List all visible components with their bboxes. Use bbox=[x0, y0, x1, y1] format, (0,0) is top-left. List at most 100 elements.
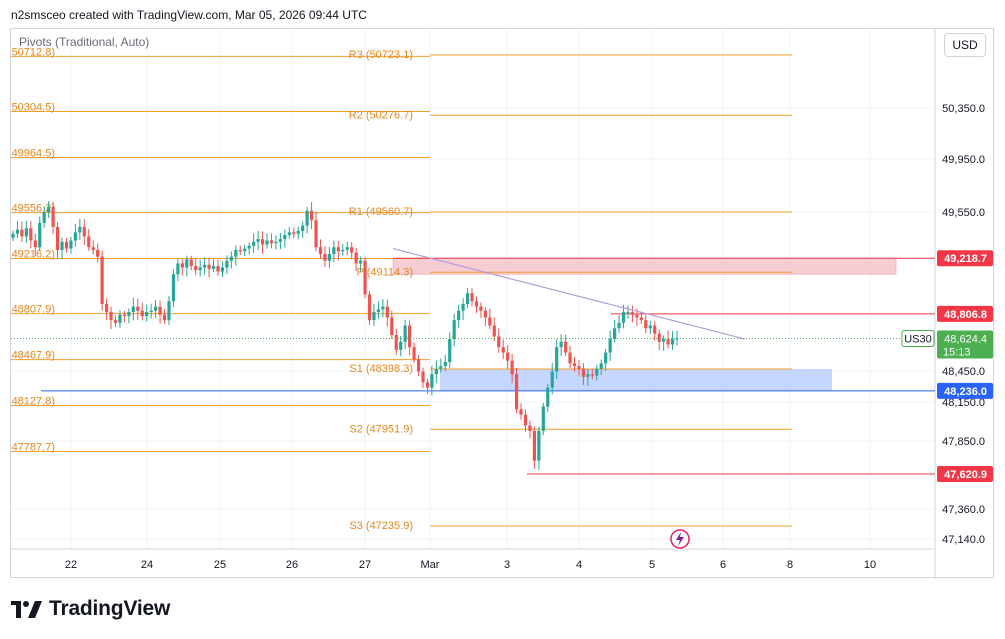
candle-body bbox=[292, 232, 296, 234]
candle-body bbox=[323, 253, 327, 261]
candle-body bbox=[345, 247, 349, 250]
y-tick-label: 47,140.0 bbox=[942, 534, 985, 546]
candle-body bbox=[483, 310, 487, 318]
candle-body bbox=[376, 309, 381, 313]
candle-body bbox=[434, 368, 438, 375]
candle-body bbox=[131, 306, 135, 313]
x-tick-label: Mar bbox=[421, 559, 440, 571]
candle-body bbox=[670, 339, 675, 345]
candle-body bbox=[635, 314, 639, 318]
trendline bbox=[392, 247, 746, 340]
candle-body bbox=[590, 374, 594, 376]
candle-body bbox=[256, 239, 260, 242]
x-tick-label: 5 bbox=[649, 559, 655, 571]
x-tick-label: 6 bbox=[720, 559, 726, 571]
candle-body bbox=[314, 220, 318, 248]
y-tick-label: 48,450.0 bbox=[942, 366, 985, 378]
candle-body bbox=[171, 274, 176, 302]
candle-body bbox=[154, 306, 158, 311]
candle-body bbox=[408, 325, 412, 348]
price-tag-label: 48,236.0 bbox=[944, 386, 987, 398]
candle-body bbox=[100, 256, 104, 304]
candle-body bbox=[47, 206, 51, 213]
candle-body bbox=[234, 249, 238, 257]
candle-body bbox=[541, 406, 545, 431]
pivot-label-current: R3 (50723.1) bbox=[349, 49, 413, 61]
pivot-label-previous: 48127.8) bbox=[12, 396, 55, 408]
candle-body bbox=[158, 306, 162, 315]
candle-body bbox=[260, 239, 265, 245]
candle-body bbox=[91, 247, 95, 250]
pivot-label-current: S1 (48398.3) bbox=[349, 363, 413, 375]
x-tick-label: 4 bbox=[576, 559, 582, 571]
candle-body bbox=[439, 366, 443, 369]
candle-body bbox=[225, 260, 229, 268]
indicator-legend[interactable]: Pivots (Traditional, Auto) bbox=[19, 35, 150, 49]
x-tick-label: 24 bbox=[141, 559, 153, 571]
candle-body bbox=[198, 267, 202, 271]
candle-body bbox=[617, 322, 621, 329]
x-tick-label: 10 bbox=[864, 559, 876, 571]
candle-body bbox=[639, 317, 643, 321]
candle-body bbox=[176, 263, 180, 275]
candle-body bbox=[630, 312, 635, 315]
candle-body bbox=[11, 233, 15, 238]
candle-body bbox=[274, 241, 278, 244]
candle-body bbox=[194, 266, 198, 271]
candle-body bbox=[29, 228, 33, 241]
current-price-label: 48,624.4 bbox=[944, 333, 987, 345]
currency-button[interactable]: USD bbox=[944, 33, 986, 57]
candle-body bbox=[595, 368, 599, 376]
candle-body bbox=[514, 374, 519, 410]
candle-body bbox=[559, 341, 563, 348]
candle-body bbox=[60, 241, 64, 250]
candle-body bbox=[448, 339, 452, 363]
candle-body bbox=[492, 325, 496, 337]
candle-body bbox=[350, 247, 354, 253]
candle-body bbox=[96, 249, 100, 257]
pivot-label-current: R1 (49560.7) bbox=[349, 206, 413, 218]
candle-body bbox=[572, 363, 577, 367]
pivot-label-previous: 49216.2) bbox=[12, 249, 55, 261]
candle-body bbox=[354, 252, 358, 264]
candle-body bbox=[332, 247, 336, 254]
candle-body bbox=[563, 341, 568, 353]
candle-body bbox=[211, 266, 216, 269]
candle-body bbox=[425, 382, 430, 388]
candle-body bbox=[385, 306, 389, 318]
candle-body bbox=[64, 241, 69, 249]
lightning-icon[interactable] bbox=[670, 529, 690, 549]
candle-body bbox=[341, 249, 345, 252]
candle-body bbox=[109, 312, 113, 321]
price-chart[interactable]: 22 24 25 26 27 Mar 3 4 5 6 8 10 50,350.0 49,950.0 49,5… bbox=[11, 29, 995, 579]
candle-body bbox=[283, 235, 287, 240]
candle-body bbox=[38, 222, 42, 248]
price-tag-label: 47,620.9 bbox=[944, 469, 987, 481]
candle-body bbox=[33, 240, 37, 248]
candle-body bbox=[399, 341, 403, 350]
candle-body bbox=[189, 259, 193, 267]
x-tick-label: 25 bbox=[214, 559, 226, 571]
candle-body bbox=[666, 339, 670, 345]
pivot-label-current: P (49114.3) bbox=[357, 266, 413, 278]
candle-body bbox=[55, 226, 60, 250]
pivot-label-previous: 50304.5) bbox=[12, 102, 55, 114]
candle-body bbox=[412, 347, 416, 360]
candle-body bbox=[421, 371, 425, 383]
candle-body bbox=[203, 264, 207, 268]
candle-body bbox=[497, 336, 501, 348]
candle-body bbox=[113, 320, 118, 323]
brand-name: TradingView bbox=[49, 597, 171, 620]
chart-panel[interactable]: 22 24 25 26 27 Mar 3 4 5 6 8 10 50,350.0 49,950.0 49,5… bbox=[10, 28, 995, 579]
candle-body bbox=[305, 210, 309, 226]
candle-body bbox=[653, 325, 657, 334]
candle-body bbox=[537, 430, 541, 461]
pivot-label-previous: 49964.5) bbox=[12, 147, 55, 159]
candle-body bbox=[621, 312, 626, 323]
candle-body bbox=[506, 352, 510, 361]
price-tag bbox=[937, 250, 993, 267]
candle-body bbox=[626, 312, 630, 314]
candle-body bbox=[220, 267, 225, 272]
pivot-label-previous: 50712.8) bbox=[12, 46, 55, 58]
x-tick-label: 26 bbox=[286, 559, 298, 571]
